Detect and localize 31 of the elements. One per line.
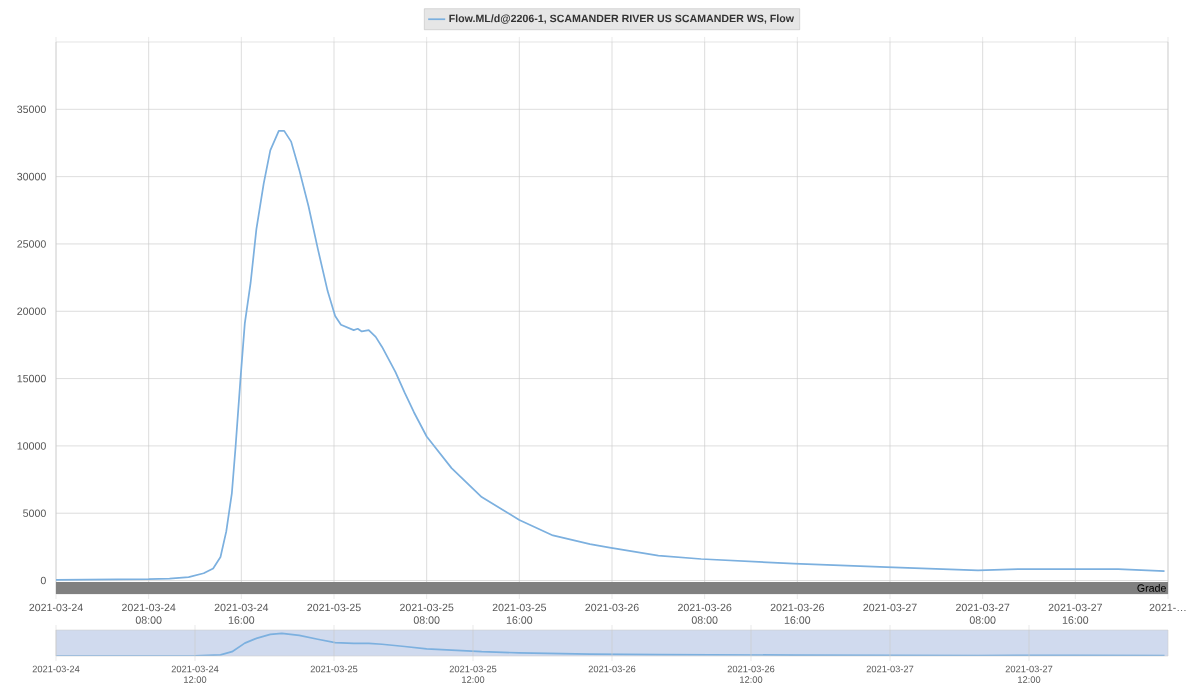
x-tick-label: 2021-03-25 <box>310 665 358 673</box>
x-tick-label: 2021-03-25 <box>307 603 361 612</box>
x-tick-label: 2021-03-24 <box>32 665 80 673</box>
x-tick-label: 2021-03-27 16:00 <box>1048 603 1102 624</box>
x-tick-label: 2021-03-25 12:00 <box>449 665 497 683</box>
x-tick-label: 2021-03-24 08:00 <box>122 603 176 624</box>
x-tick-label: 2021-03-26 <box>588 665 636 673</box>
x-tick-label: 2021-03-24 12:00 <box>171 665 219 683</box>
y-tick-label: 0 <box>40 576 46 585</box>
y-tick-label: 20000 <box>17 307 46 316</box>
x-tick-label: 2021-03-27 08:00 <box>956 603 1010 624</box>
y-tick-label: 25000 <box>17 240 46 248</box>
y-tick-label: 10000 <box>17 442 46 450</box>
x-tick-label: 2021-03-26 16:00 <box>770 603 825 624</box>
legend-label: Flow.ML/d@2206-1, SCAMANDER RIVER US SCAMANDER WS, Flow <box>449 14 795 24</box>
x-tick-label: 2021-03-24 <box>29 603 83 612</box>
x-tick-label: 2021-03-26 08:00 <box>678 603 732 624</box>
y-tick-label: 35000 <box>17 105 46 114</box>
x-tick-label: 2021-03-24 16:00 <box>214 603 269 624</box>
band-label: Grade <box>1137 584 1166 592</box>
x-tick-label: 2021-03-27 12:00 <box>1005 665 1053 683</box>
x-tick-label: 2021-03-27 <box>866 665 914 673</box>
y-tick-label: 30000 <box>17 172 46 181</box>
x-tick-label: 2021-03-25 16:00 <box>492 603 547 624</box>
x-tick-label: 2021-03-27 <box>863 603 917 612</box>
x-tick-label: 2021-03-26 12:00 <box>727 665 775 683</box>
x-tick-label: 2021-03-25 08:00 <box>400 603 454 624</box>
x-tick-label: 2021-… <box>1149 603 1186 612</box>
y-tick-label: 15000 <box>17 374 46 383</box>
x-tick-label: 2021-03-26 <box>585 603 639 612</box>
y-tick-label: 5000 <box>23 509 46 517</box>
